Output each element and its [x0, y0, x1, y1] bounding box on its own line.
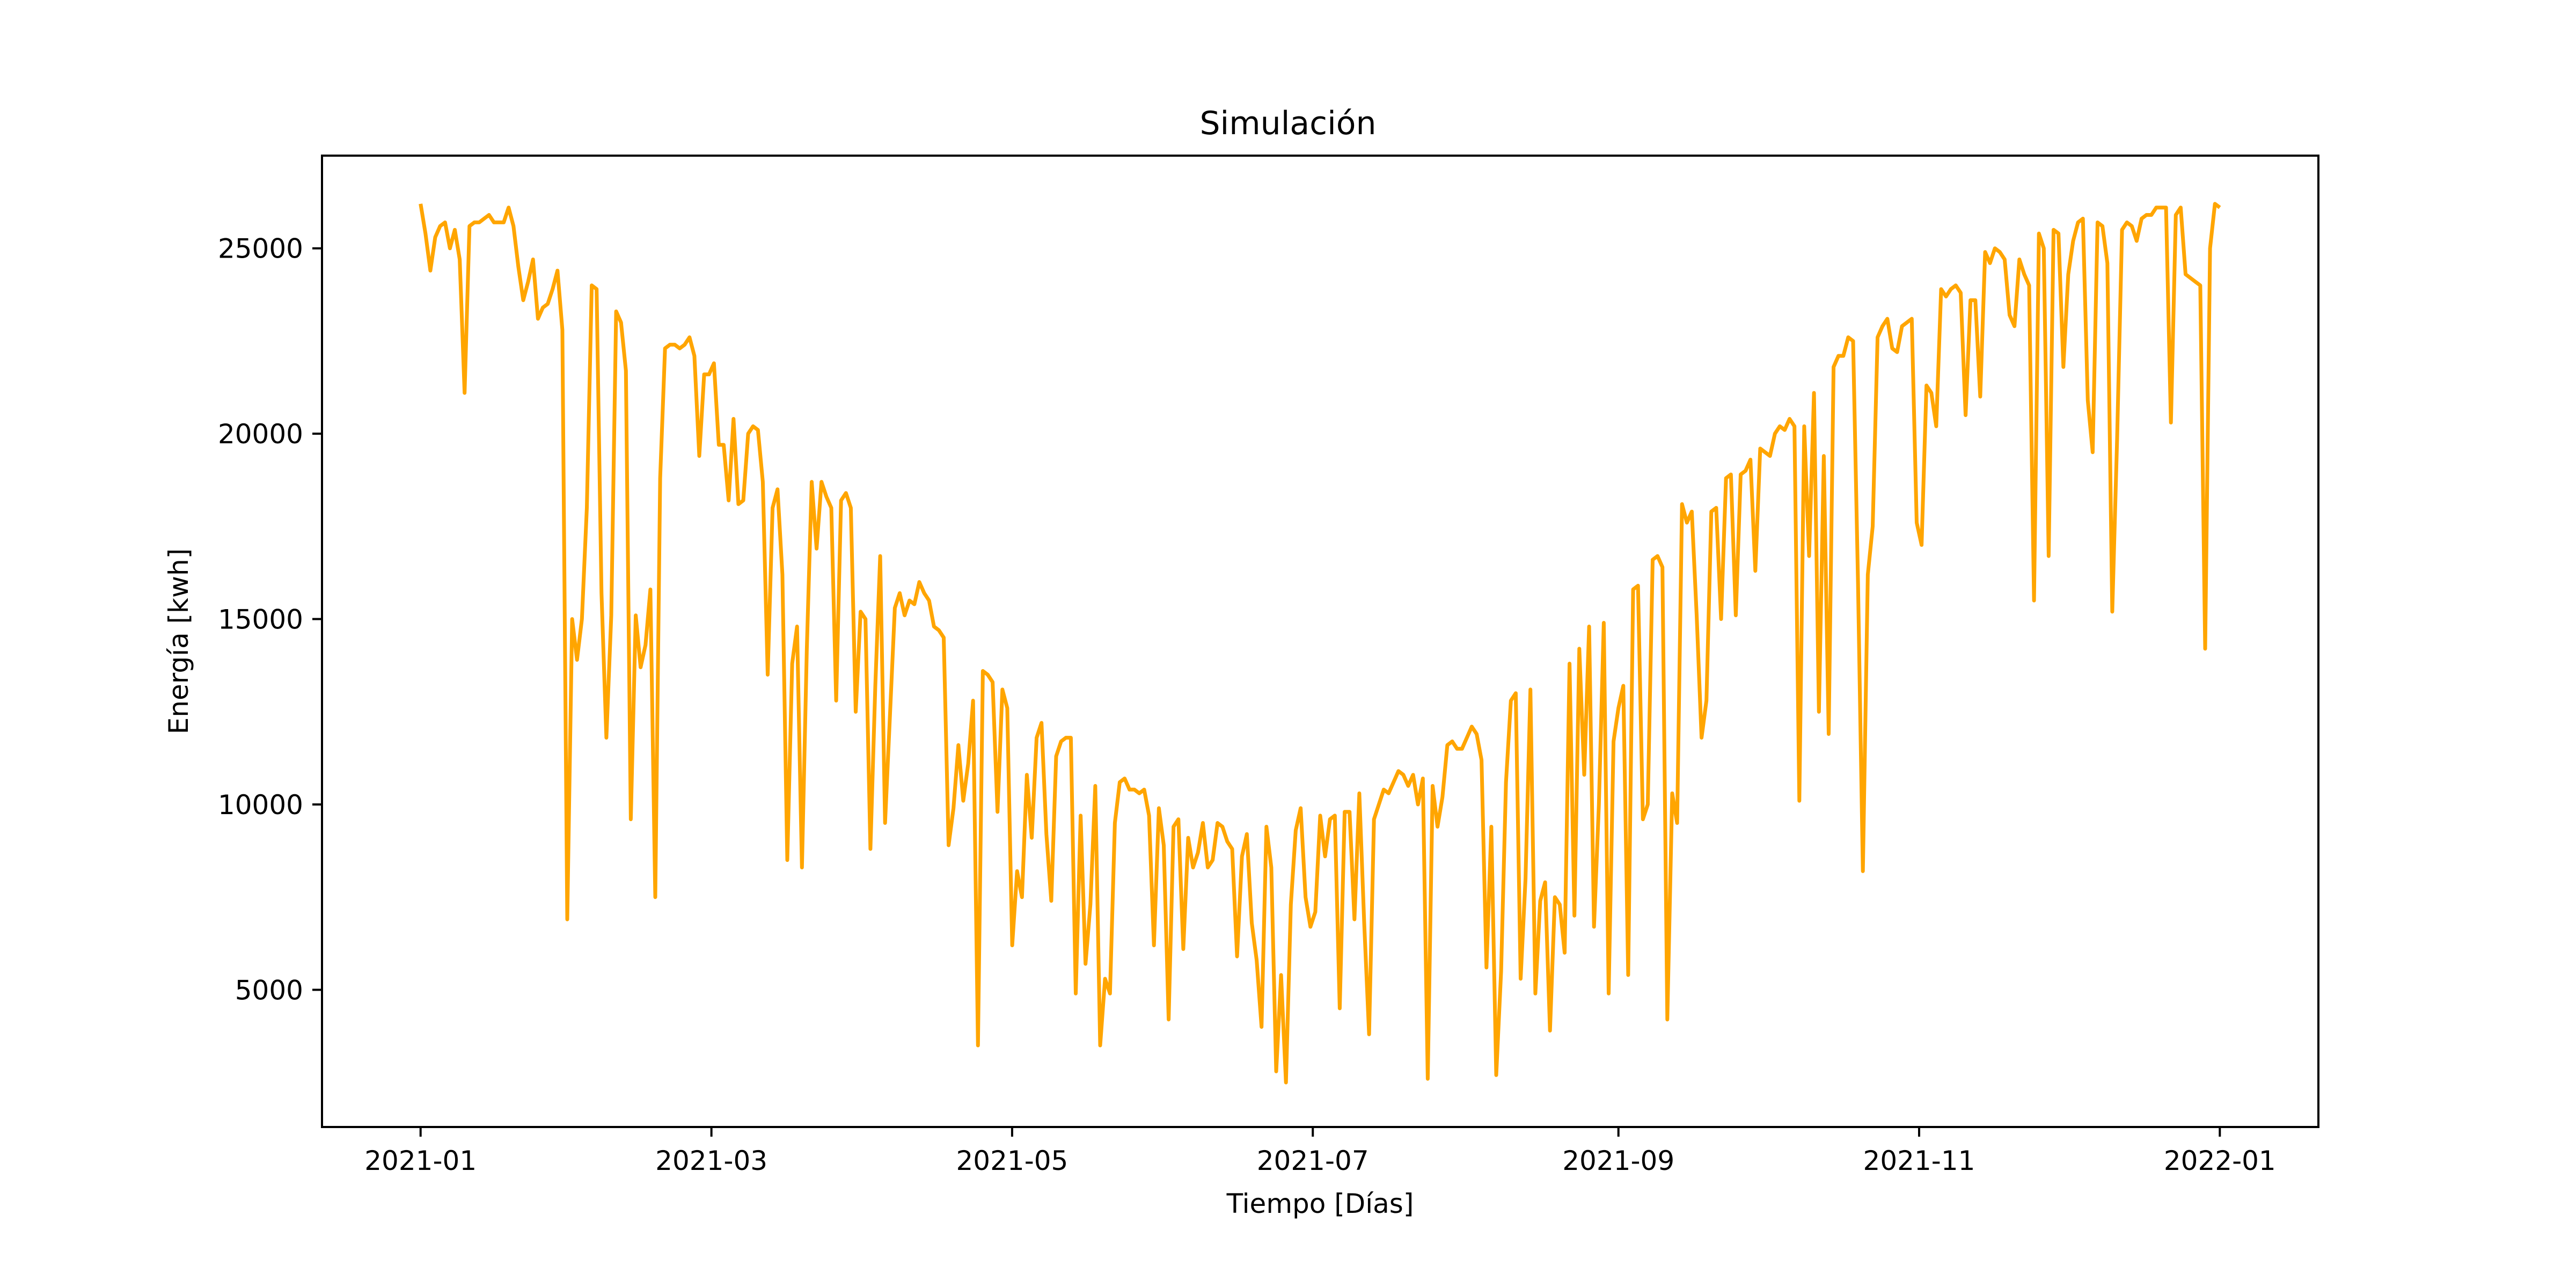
x-axis: 2021-01 2021-03 2021-05 2021-07 2021-09 2021-…: [364, 1127, 2276, 1176]
y-axis-title: Energía [kwh]: [163, 548, 194, 734]
x-tick-label: 2021-09: [1562, 1145, 1674, 1176]
y-tick-label: 25000: [218, 233, 303, 265]
x-tick-label: 2021-07: [1257, 1145, 1369, 1176]
plot-frame: [321, 155, 2319, 1128]
chart-title: Simulación: [1199, 105, 1376, 142]
x-tick-label: 2021-05: [956, 1145, 1068, 1176]
y-tick-label: 20000: [218, 419, 303, 450]
x-tick-label: 2021-11: [1863, 1145, 1975, 1176]
series-layer: [419, 202, 2221, 1085]
x-tick-label: 2021-01: [364, 1145, 477, 1176]
x-tick-label: 2022-01: [2164, 1145, 2276, 1176]
y-axis: 5000 10000 15000 20000 25000: [218, 233, 322, 1006]
y-tick-label: 5000: [235, 975, 303, 1006]
y-tick-label: 15000: [218, 604, 303, 635]
x-axis-title: Tiempo [Días]: [1226, 1188, 1414, 1219]
x-tick-label: 2021-03: [655, 1145, 767, 1176]
series-line-0: [419, 202, 2221, 1085]
y-tick-label: 10000: [218, 789, 303, 821]
